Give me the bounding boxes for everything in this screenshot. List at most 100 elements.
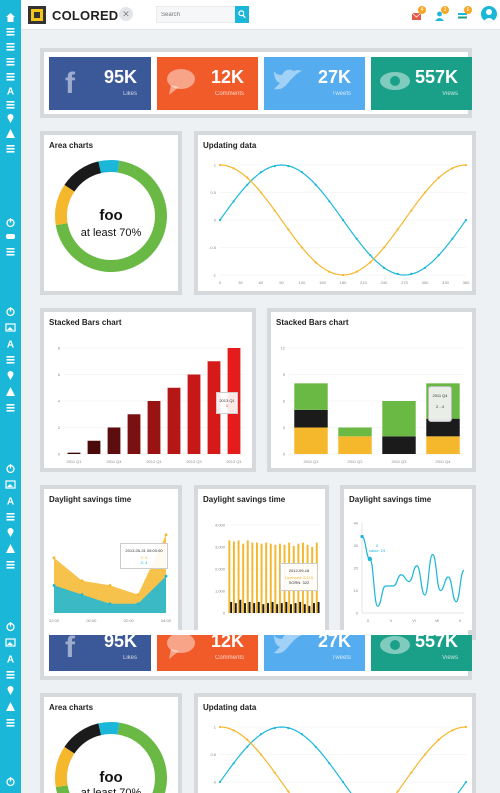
bar bbox=[248, 602, 251, 613]
y-tick-label: 2,000 bbox=[215, 567, 226, 572]
sidebar-item[interactable] bbox=[5, 99, 16, 110]
tooltip-value: 2 - 4 bbox=[435, 404, 444, 409]
bar bbox=[228, 540, 231, 613]
panel-title: Area charts bbox=[49, 141, 94, 150]
stat-tile[interactable]: 12K Comments bbox=[157, 57, 258, 110]
bar bbox=[251, 542, 254, 613]
table-icon bbox=[6, 356, 15, 364]
sidebar-item[interactable] bbox=[5, 12, 16, 23]
tooltip-label: 2013-05-31 06:00:00 bbox=[125, 548, 163, 553]
x-tick-label: 2011 Q1 bbox=[303, 459, 319, 464]
avatar[interactable] bbox=[481, 6, 497, 22]
sidebar-item[interactable]: A bbox=[5, 85, 16, 97]
stat-tile[interactable]: 12K Comments bbox=[157, 631, 258, 671]
donut-slice bbox=[64, 723, 102, 754]
stacked-bars-panel-1: Stacked Bars chart 0 2 4 6 8 2011 Q1 2011 Q4 20… bbox=[40, 308, 256, 472]
bar bbox=[308, 605, 311, 613]
sidebar-item[interactable] bbox=[5, 511, 16, 522]
data-point bbox=[396, 272, 399, 275]
sidebar-item[interactable]: A bbox=[5, 338, 16, 350]
y-tick-label: 1 bbox=[214, 725, 217, 730]
sidebar-item[interactable]: A bbox=[5, 653, 16, 665]
x-tick-label: 90 bbox=[279, 280, 284, 285]
sidebar-item[interactable] bbox=[5, 543, 16, 554]
stat-value: 95K bbox=[103, 631, 137, 651]
eye-icon bbox=[380, 636, 410, 654]
sidebar-item[interactable] bbox=[5, 685, 16, 696]
users-count-badge: 3 bbox=[441, 6, 449, 14]
users-button[interactable] bbox=[434, 9, 446, 21]
stat-tile[interactable]: 27K Tweets bbox=[264, 57, 365, 110]
sidebar-item[interactable] bbox=[5, 322, 16, 333]
sidebar-item[interactable] bbox=[5, 669, 16, 680]
sidebar-item[interactable] bbox=[5, 386, 16, 397]
sidebar-item[interactable] bbox=[5, 128, 16, 139]
y-tick-label: -1 bbox=[212, 273, 216, 278]
sidebar-item[interactable] bbox=[5, 463, 16, 474]
panel-title: Daylight savings time bbox=[203, 495, 286, 504]
sidebar-item[interactable] bbox=[5, 402, 16, 413]
sidebar-item[interactable] bbox=[5, 527, 16, 538]
data-point bbox=[259, 753, 263, 756]
sidebar-item[interactable] bbox=[5, 701, 16, 712]
area-charts-panel-repeat: Area charts foo at least 70% bbox=[40, 693, 182, 793]
bar bbox=[87, 440, 101, 454]
tasks-button[interactable] bbox=[457, 9, 469, 21]
bar bbox=[276, 604, 279, 613]
sidebar-item[interactable] bbox=[5, 217, 16, 228]
grid-icon bbox=[6, 404, 15, 412]
daylight-panel-3: Daylight savings time 0 10 20 30 40 0 V Vi Vii X … bbox=[340, 485, 476, 640]
stat-tile[interactable]: 557K Views bbox=[371, 631, 472, 671]
sidebar-item[interactable] bbox=[5, 479, 16, 490]
data-point bbox=[108, 602, 112, 606]
mail-button[interactable] bbox=[411, 9, 423, 21]
sidebar-item[interactable] bbox=[5, 113, 16, 124]
sidebar-item[interactable]: A bbox=[5, 495, 16, 507]
sidebar-item[interactable] bbox=[5, 354, 16, 365]
chat-bubble-icon bbox=[167, 69, 195, 95]
sidebar-item[interactable] bbox=[5, 306, 16, 317]
stat-label: Views bbox=[442, 655, 458, 661]
search-button[interactable] bbox=[235, 6, 249, 23]
image-icon bbox=[5, 638, 16, 647]
bar bbox=[294, 603, 297, 613]
sidebar-item[interactable] bbox=[5, 637, 16, 648]
sidebar-item[interactable] bbox=[5, 776, 16, 787]
data-point bbox=[423, 191, 427, 194]
y-tick-label: 1 bbox=[214, 163, 217, 168]
sidebar-item[interactable] bbox=[5, 246, 16, 257]
y-tick-label: 0 bbox=[223, 611, 226, 616]
panel-title: Daylight savings time bbox=[49, 495, 132, 504]
bar bbox=[313, 603, 315, 613]
sidebar-item[interactable] bbox=[5, 231, 16, 242]
sidebar-item[interactable] bbox=[5, 621, 16, 632]
stat-tile[interactable]: f 95K Likes bbox=[49, 631, 151, 671]
sidebar-item[interactable] bbox=[5, 56, 16, 67]
data-point bbox=[423, 266, 427, 269]
stat-tile[interactable]: f 95K Likes bbox=[49, 57, 151, 110]
bar bbox=[265, 542, 268, 613]
bar-segment bbox=[338, 427, 372, 437]
stat-tile[interactable]: 27K Tweets bbox=[264, 631, 365, 671]
sidebar-item[interactable] bbox=[5, 26, 16, 37]
stat-tile[interactable]: 557K Views bbox=[371, 57, 472, 110]
sidebar-item[interactable] bbox=[5, 143, 16, 154]
sidebar-item[interactable] bbox=[5, 717, 16, 728]
svg-text:A: A bbox=[7, 340, 14, 350]
bar bbox=[107, 427, 121, 454]
x-tick-label: 00:00 bbox=[86, 618, 97, 623]
search-input[interactable] bbox=[156, 6, 236, 23]
tooltip-label: 0 bbox=[375, 543, 379, 548]
stat-label: Comments bbox=[214, 91, 244, 97]
panel-title: Area charts bbox=[49, 703, 94, 712]
sidebar-item[interactable] bbox=[5, 71, 16, 82]
sidebar-item[interactable] bbox=[5, 41, 16, 52]
sidebar-item[interactable] bbox=[5, 559, 16, 570]
sidebar-toggle-button[interactable]: ✕ bbox=[119, 7, 133, 21]
y-tick-label: 0 bbox=[283, 452, 286, 457]
sidebar-item[interactable] bbox=[5, 370, 16, 381]
data-point bbox=[232, 762, 235, 765]
brand-logo-icon bbox=[28, 6, 46, 24]
stat-label: Likes bbox=[122, 655, 137, 661]
y-tick-label: 20 bbox=[354, 566, 359, 571]
